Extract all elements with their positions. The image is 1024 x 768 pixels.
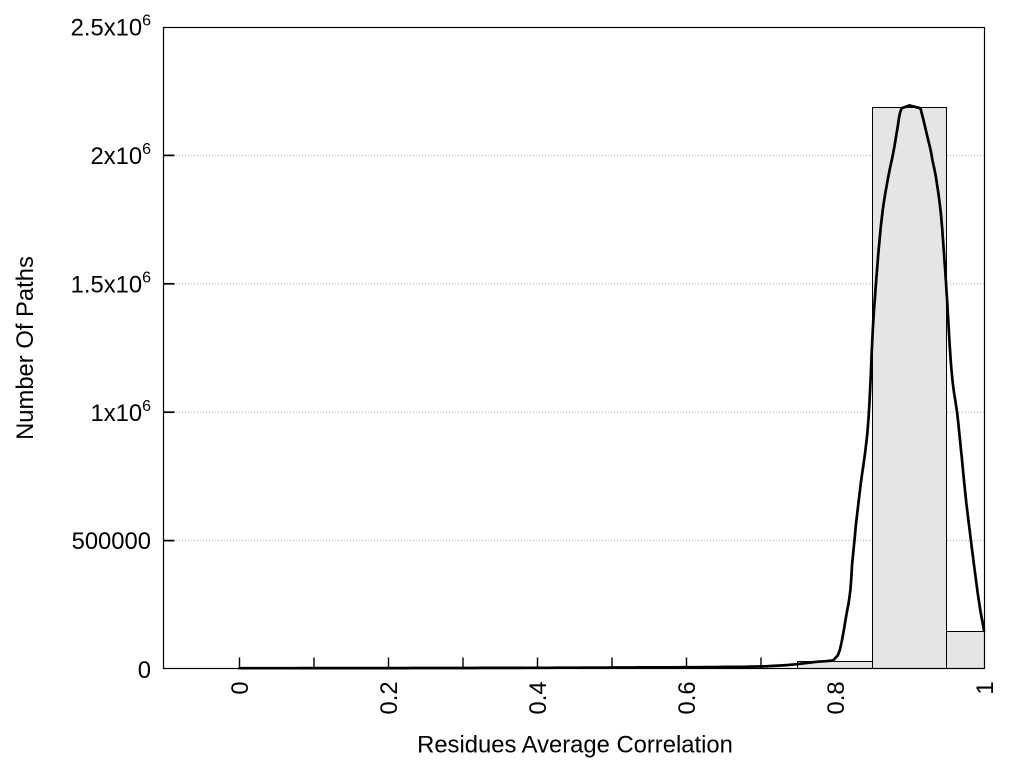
svg-text:1.5x106: 1.5x106 <box>71 269 151 298</box>
svg-text:0.4: 0.4 <box>525 681 552 714</box>
svg-text:0.2: 0.2 <box>376 681 403 714</box>
svg-text:0: 0 <box>227 681 254 694</box>
svg-text:2.5x106: 2.5x106 <box>71 13 151 42</box>
svg-text:0.8: 0.8 <box>823 681 850 714</box>
svg-text:0: 0 <box>138 657 151 684</box>
svg-text:Residues Average Correlation: Residues Average Correlation <box>417 731 733 758</box>
svg-text:0.6: 0.6 <box>674 681 701 714</box>
svg-text:2x106: 2x106 <box>90 141 151 170</box>
svg-text:Number Of Paths: Number Of Paths <box>12 256 39 440</box>
svg-text:500000: 500000 <box>72 528 151 555</box>
svg-text:1x106: 1x106 <box>90 398 151 427</box>
svg-text:1: 1 <box>972 681 999 694</box>
